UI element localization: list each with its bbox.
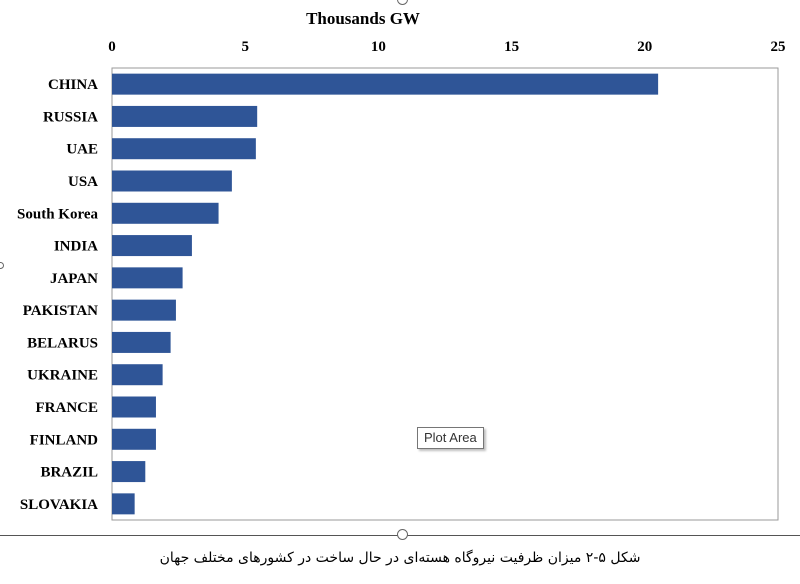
bar[interactable]	[112, 364, 163, 386]
category-label: JAPAN	[50, 271, 98, 287]
bar[interactable]	[112, 73, 659, 95]
bars-group	[112, 73, 659, 515]
category-label: FRANCE	[36, 400, 99, 416]
bar[interactable]	[112, 202, 219, 224]
bar[interactable]	[112, 267, 183, 289]
category-label: INDIA	[54, 239, 98, 255]
category-label: CHINA	[48, 77, 98, 93]
x-tick-label: 10	[371, 39, 386, 55]
x-tick-label: 20	[637, 39, 652, 55]
category-labels: CHINA RUSSIA UAE USA South Korea INDIA JAPAN PA…	[17, 77, 98, 513]
bar[interactable]	[112, 461, 146, 483]
resize-handle-left[interactable]	[0, 262, 4, 269]
x-axis-ticks: 0 5 10 15 20 25	[108, 39, 785, 55]
category-label: SLOVAKIA	[20, 497, 98, 513]
x-tick-label: 15	[504, 39, 519, 55]
category-label: BRAZIL	[40, 465, 98, 481]
x-tick-label: 5	[241, 39, 249, 55]
category-label: UAE	[66, 142, 98, 158]
bar[interactable]	[112, 428, 156, 450]
resize-handle-bottom[interactable]	[397, 529, 408, 540]
category-label: South Korea	[17, 206, 98, 222]
bar[interactable]	[112, 493, 135, 515]
category-label: UKRAINE	[27, 368, 98, 384]
category-label: USA	[68, 174, 98, 190]
category-label: FINLAND	[30, 432, 99, 448]
plot-area-tooltip: Plot Area	[417, 427, 484, 449]
bar[interactable]	[112, 396, 156, 418]
x-tick-label: 25	[771, 39, 786, 55]
category-label: PAKISTAN	[23, 303, 98, 319]
plot-area[interactable]	[111, 67, 779, 521]
bar[interactable]	[112, 138, 256, 160]
x-axis-title: Thousands GW	[306, 9, 420, 28]
bar[interactable]	[112, 170, 232, 192]
figure-caption: شکل ۵-۲ میزان ظرفیت نیروگاه هسته‌ای در ح…	[159, 550, 641, 566]
category-label: BELARUS	[27, 335, 98, 351]
bar[interactable]	[112, 299, 176, 321]
bar[interactable]	[112, 105, 258, 127]
category-label: RUSSIA	[43, 109, 98, 125]
bar[interactable]	[112, 331, 171, 353]
bar[interactable]	[112, 235, 192, 257]
x-tick-label: 0	[108, 39, 116, 55]
